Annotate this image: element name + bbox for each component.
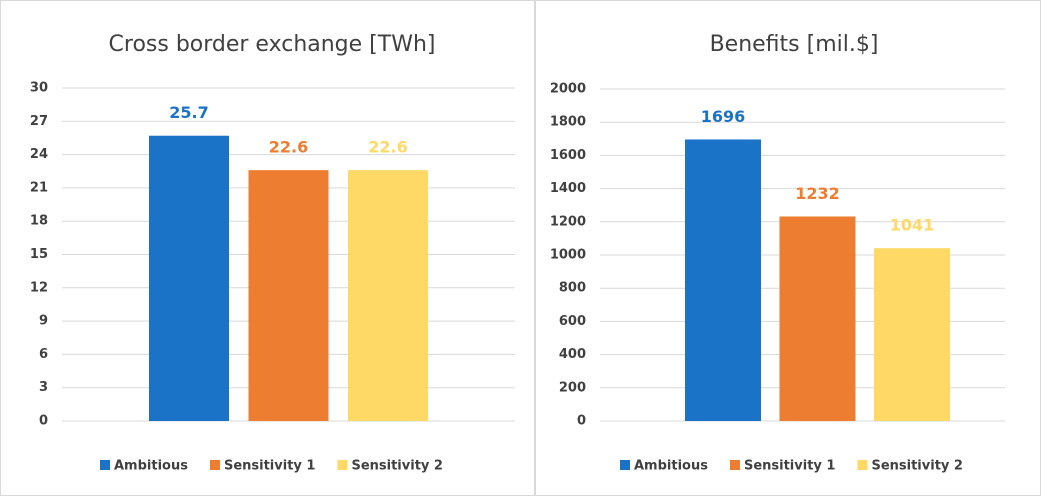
legend-swatch [857,460,868,470]
chart-title: Benefits [mil.$] [710,32,879,57]
y-tick-label: 27 [30,114,48,129]
chart-title: Cross border exchange [TWh] [109,32,436,57]
legend-label: Ambitious [634,459,708,474]
y-tick-label: 12 [30,280,48,295]
legend-swatch [620,460,630,470]
value-label: 1232 [795,184,840,203]
y-tick-label: 1400 [550,181,586,196]
value-label: 25.7 [169,103,208,122]
y-tick-label: 21 [30,180,48,195]
legend-label: Ambitious [114,459,188,474]
value-label: 1696 [701,107,746,126]
y-tick-label: 0 [39,414,48,429]
y-tick-label: 2000 [550,82,586,97]
y-tick-label: 400 [559,347,586,362]
bar [248,170,329,421]
legend-label: Sensitivity 1 [744,459,836,474]
y-tick-label: 1000 [550,248,586,263]
y-tick-label: 9 [39,314,48,329]
y-tick-label: 800 [559,281,586,296]
bar [874,248,950,421]
y-tick-label: 1200 [550,214,586,229]
legend-swatch [100,460,110,470]
y-tick-label: 18 [30,214,48,229]
value-label: 22.6 [269,138,308,157]
y-tick-label: 600 [559,314,586,329]
legend-label: Sensitivity 1 [224,459,316,474]
legend-swatch [209,460,220,470]
y-tick-label: 1800 [550,115,586,130]
y-tick-label: 3 [39,380,48,395]
bar [779,216,856,421]
bar [348,170,428,421]
legend-label: Sensitivity 2 [351,459,443,474]
legend-swatch [729,460,740,470]
y-tick-label: 24 [30,147,48,162]
value-label: 1041 [890,216,935,235]
bar [685,139,761,422]
bar [149,135,229,422]
y-tick-label: 0 [577,414,586,429]
y-tick-label: 200 [559,380,586,395]
y-tick-label: 15 [30,247,48,262]
y-tick-label: 1600 [550,148,586,163]
legend-label: Sensitivity 2 [871,459,963,474]
value-label: 22.6 [368,138,407,157]
y-tick-label: 30 [30,81,48,96]
y-tick-label: 6 [39,347,48,362]
legend-swatch [337,460,348,470]
